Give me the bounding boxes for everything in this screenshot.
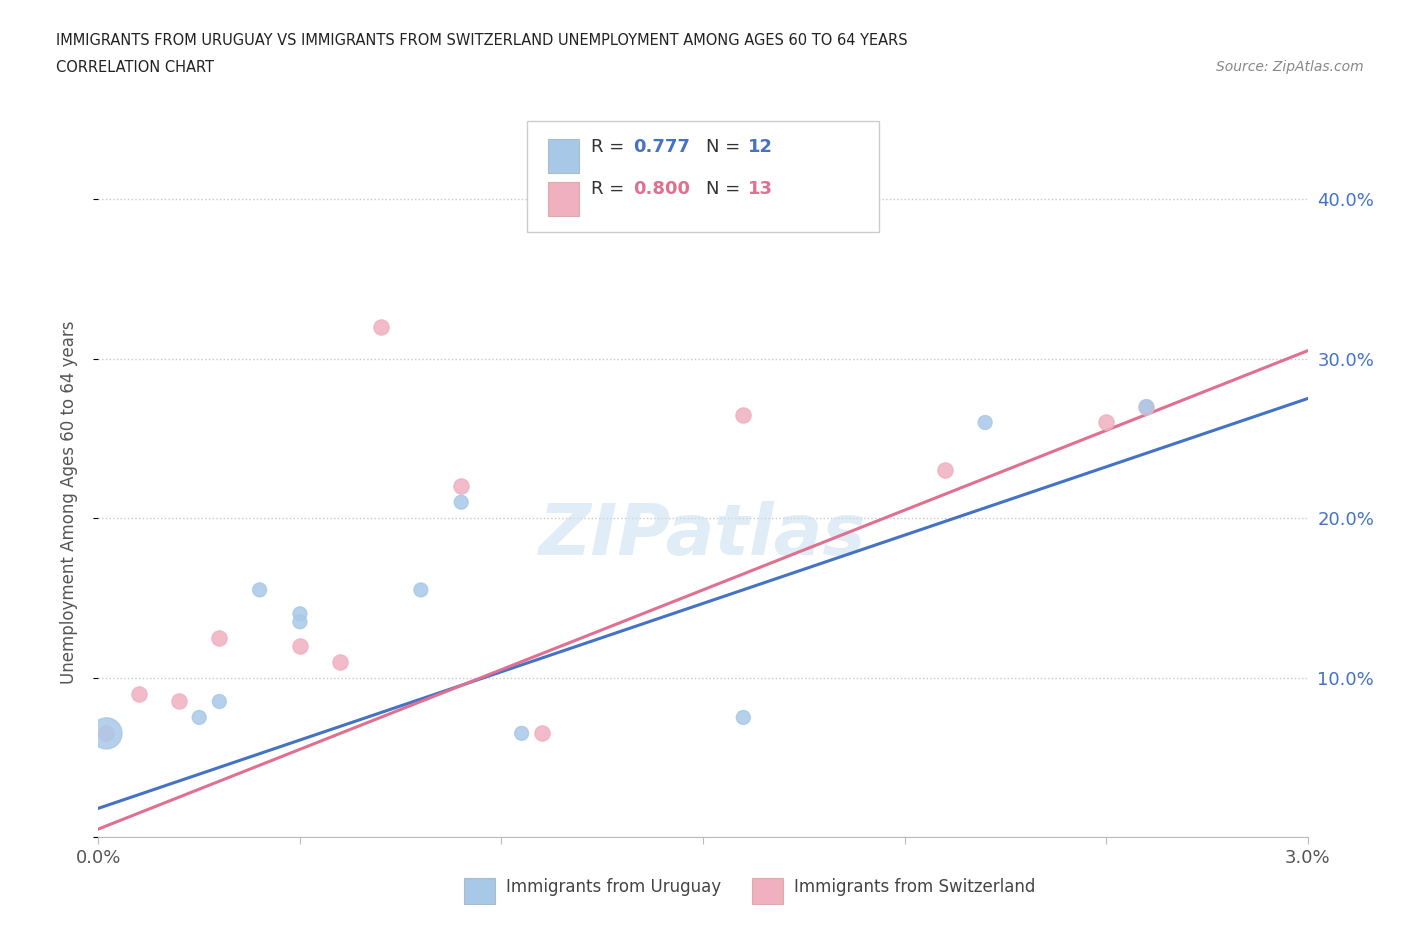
Text: 13: 13 — [748, 180, 773, 198]
Text: N =: N = — [706, 180, 745, 198]
Point — [530, 726, 553, 741]
Point — [974, 415, 997, 430]
Point — [450, 479, 472, 494]
Y-axis label: Unemployment Among Ages 60 to 64 years: Unemployment Among Ages 60 to 64 years — [59, 321, 77, 684]
Text: R =: R = — [591, 180, 630, 198]
Point — [288, 606, 311, 621]
Point — [409, 582, 432, 597]
Point — [329, 654, 352, 669]
Text: ZIPatlas: ZIPatlas — [540, 501, 866, 570]
Point — [1135, 399, 1157, 414]
Point — [934, 463, 956, 478]
Point — [188, 710, 211, 724]
Point — [733, 710, 755, 724]
Point — [450, 495, 472, 510]
Text: N =: N = — [706, 138, 745, 155]
Point — [288, 615, 311, 630]
Text: R =: R = — [591, 138, 630, 155]
Point — [249, 582, 271, 597]
Text: 0.800: 0.800 — [633, 180, 690, 198]
Text: Source: ZipAtlas.com: Source: ZipAtlas.com — [1216, 60, 1364, 74]
Point — [1095, 415, 1118, 430]
Point — [510, 726, 533, 741]
Point — [733, 407, 755, 422]
Text: Immigrants from Uruguay: Immigrants from Uruguay — [506, 878, 721, 896]
Point — [370, 319, 392, 334]
Text: CORRELATION CHART: CORRELATION CHART — [56, 60, 214, 75]
Point — [1135, 399, 1157, 414]
Point — [128, 686, 150, 701]
Point — [96, 726, 118, 741]
Point — [96, 726, 118, 741]
Text: 12: 12 — [748, 138, 773, 155]
Text: IMMIGRANTS FROM URUGUAY VS IMMIGRANTS FROM SWITZERLAND UNEMPLOYMENT AMONG AGES 6: IMMIGRANTS FROM URUGUAY VS IMMIGRANTS FR… — [56, 33, 908, 47]
Point — [167, 694, 190, 709]
Text: 0.777: 0.777 — [633, 138, 689, 155]
Point — [208, 694, 231, 709]
Point — [208, 631, 231, 645]
Point — [288, 638, 311, 653]
Text: Immigrants from Switzerland: Immigrants from Switzerland — [794, 878, 1036, 896]
